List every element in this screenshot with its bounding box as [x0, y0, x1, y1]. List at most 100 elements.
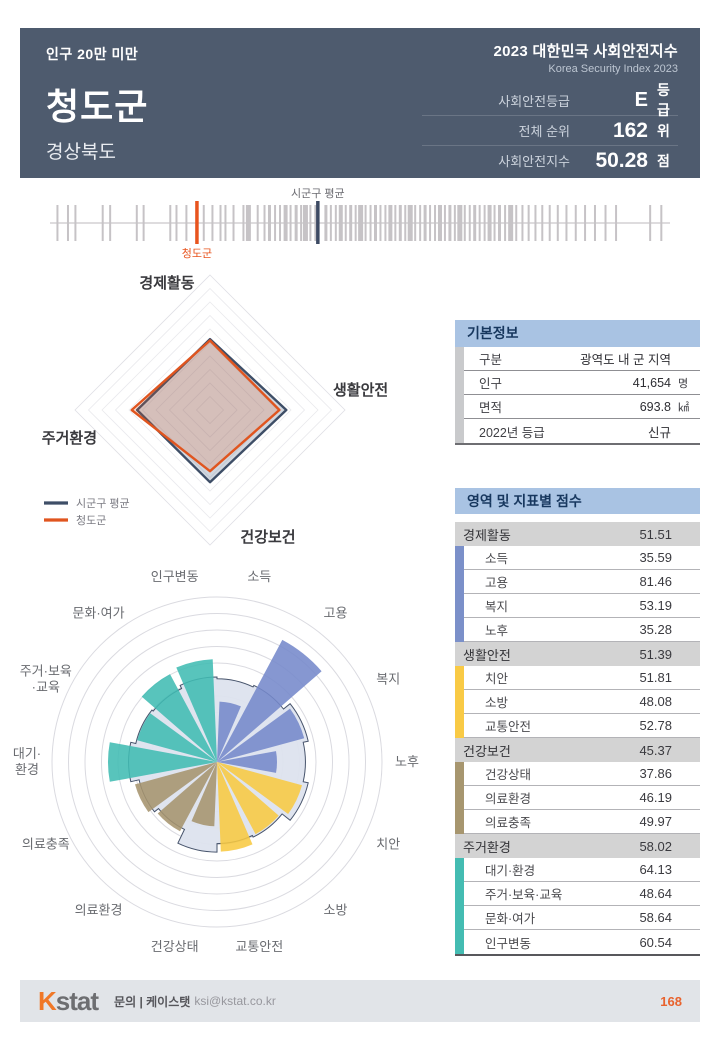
score-item-value: 81.46	[639, 574, 672, 589]
score-item-value: 60.54	[639, 934, 672, 950]
score-item-label: 고용	[485, 576, 509, 590]
score-item-value: 48.64	[639, 886, 672, 901]
score-item-label: 노후	[485, 624, 509, 638]
polar-bar	[107, 742, 217, 782]
radar-grid-ring	[182, 382, 238, 438]
score-item-row: 소방 48.08	[455, 690, 700, 714]
score-item-label: 문화·여가	[485, 912, 536, 926]
score-item-row: 노후 35.28	[455, 618, 700, 642]
basic-info-table: 기본정보 구분 광역도 내 군 지역 인구 41,654 명 면적 693.8 ㎢ 2022년 …	[455, 320, 700, 445]
stat-value: 162	[612, 118, 648, 142]
score-item-label: 대기·환경	[485, 864, 536, 878]
score-item-row: 의료충족 49.97	[455, 810, 700, 834]
polar-category-label: 의료환경	[75, 903, 123, 918]
polar-bar	[157, 762, 217, 832]
mean-marker-label: 시군구 평균	[291, 188, 345, 200]
polar-category-label-line: 주거·보육	[20, 664, 72, 679]
report-header: 인구 20만 미만 청도군 경상북도 2023 대한민국 사회안전지수 Kore…	[20, 28, 700, 178]
score-group-value: 51.51	[639, 526, 672, 542]
basic-info-body: 구분 광역도 내 군 지역 인구 41,654 명 면적 693.8 ㎢ 2022년 등급 신규	[455, 347, 700, 445]
radar-axis-label: 건강보건	[240, 528, 295, 546]
score-group-label: 경제활동	[463, 527, 511, 543]
info-value: 41,654	[632, 375, 671, 390]
footer: Kstat 문의 | 케이스탯 ksi@kstat.co.kr 168	[20, 980, 700, 1022]
polar-category-label-line: ·교육	[32, 680, 60, 695]
score-group: 생활안전 51.39 치안 51.81 소방 48.08 교통안전 52.78	[455, 642, 700, 738]
score-group-items: 치안 51.81 소방 48.08 교통안전 52.78	[455, 666, 700, 738]
score-item-label: 치안	[485, 672, 509, 686]
score-group-items: 소득 35.59 고용 81.46 복지 53.19 노후 35.28	[455, 546, 700, 642]
radar-grid-ring	[141, 341, 279, 479]
logo-stat: stat	[55, 986, 99, 1016]
radar-axis-label: 경제활동	[139, 274, 194, 292]
stat-unit: 점	[657, 152, 670, 169]
score-item-row: 대기·환경 64.13	[455, 858, 700, 882]
group-color-bar	[455, 762, 464, 834]
header-right: 2023 대한민국 사회안전지수 Korea Security Index 20…	[422, 40, 678, 175]
table-accent-bar	[455, 347, 464, 443]
score-item-value: 58.64	[639, 910, 672, 925]
score-item-row: 치안 51.81	[455, 666, 700, 690]
stat-value: 50.28	[595, 148, 648, 172]
radar-grid-ring	[195, 395, 225, 425]
score-group-label: 건강보건	[463, 743, 511, 759]
score-group-row: 생활안전 51.39	[455, 642, 700, 666]
score-item-value: 51.81	[639, 670, 672, 685]
radar-axis-label: 생활안전	[333, 381, 388, 399]
legend-label: 시군구 평균	[76, 497, 130, 510]
stat-value: E	[634, 88, 648, 111]
polar-bar	[217, 708, 305, 762]
score-item-label: 소득	[485, 552, 509, 566]
score-group-label: 생활안전	[463, 647, 511, 663]
polar-bar	[217, 639, 322, 762]
score-item-row: 건강상태 37.86	[455, 762, 700, 786]
polar-category-label: 치안	[376, 836, 400, 851]
score-item-label: 의료환경	[485, 792, 532, 806]
score-item-row: 복지 53.19	[455, 594, 700, 618]
report-subtitle: Korea Security Index 2023	[548, 63, 678, 75]
stat-row: 사회안전등급 E 등급	[422, 82, 678, 118]
polar-bar	[137, 713, 217, 762]
region-title: 청도군	[46, 86, 149, 127]
radar-grid-ring	[128, 328, 292, 492]
polar-category-label: 고용	[324, 606, 348, 621]
group-color-bar	[455, 546, 464, 642]
radar-grid-ring	[101, 301, 319, 519]
score-table: 영역 및 지표별 점수 경제활동 51.51 소득 35.59 고용 81.46 복지 53.…	[455, 488, 700, 956]
score-group-row: 경제활동 51.51	[455, 522, 700, 546]
polar-grid-ring	[51, 596, 383, 928]
stat-label: 사회안전지수	[498, 154, 570, 169]
radar-grid-ring	[87, 287, 333, 533]
radar-grid-ring	[74, 274, 346, 546]
stat-unit: 위	[657, 122, 670, 139]
polar-grid-ring	[84, 629, 350, 895]
score-item-label: 교통안전	[485, 720, 532, 734]
polar-bar	[191, 762, 217, 827]
score-group-row: 주거환경 58.02	[455, 834, 700, 858]
group-color-bar	[455, 858, 464, 954]
score-item-row: 의료환경 46.19	[455, 786, 700, 810]
score-item-label: 주거·보육·교육	[485, 888, 563, 902]
polar-category-label: 문화·여가	[72, 606, 124, 621]
report-title: 2023 대한민국 사회안전지수	[493, 43, 678, 60]
score-item-label: 의료충족	[485, 816, 532, 830]
polar-bar	[217, 751, 277, 773]
polar-category-label: 주거·보육 ·교육	[20, 664, 72, 695]
polar-bar	[217, 701, 241, 762]
info-label: 2022년 등급	[479, 425, 545, 440]
score-item-row: 문화·여가 58.64	[455, 906, 700, 930]
score-item-value: 37.86	[639, 766, 672, 781]
polar-category-label: 교통안전	[235, 939, 283, 954]
header-stats: 사회안전등급 E 등급 전체 순위 162 위 사회안전지수 50.28 점	[422, 82, 678, 175]
region-marker-label: 청도군	[182, 247, 212, 260]
info-label: 인구	[479, 377, 503, 391]
legend-label: 청도군	[76, 514, 106, 527]
group-color-bar	[455, 666, 464, 738]
polar-category-label: 대기· 환경	[13, 746, 41, 777]
radar-axis-label: 주거환경	[42, 429, 97, 447]
polar-grid-ring	[68, 613, 366, 911]
polar-bar	[217, 762, 279, 835]
polar-category-label: 건강상태	[151, 939, 199, 954]
